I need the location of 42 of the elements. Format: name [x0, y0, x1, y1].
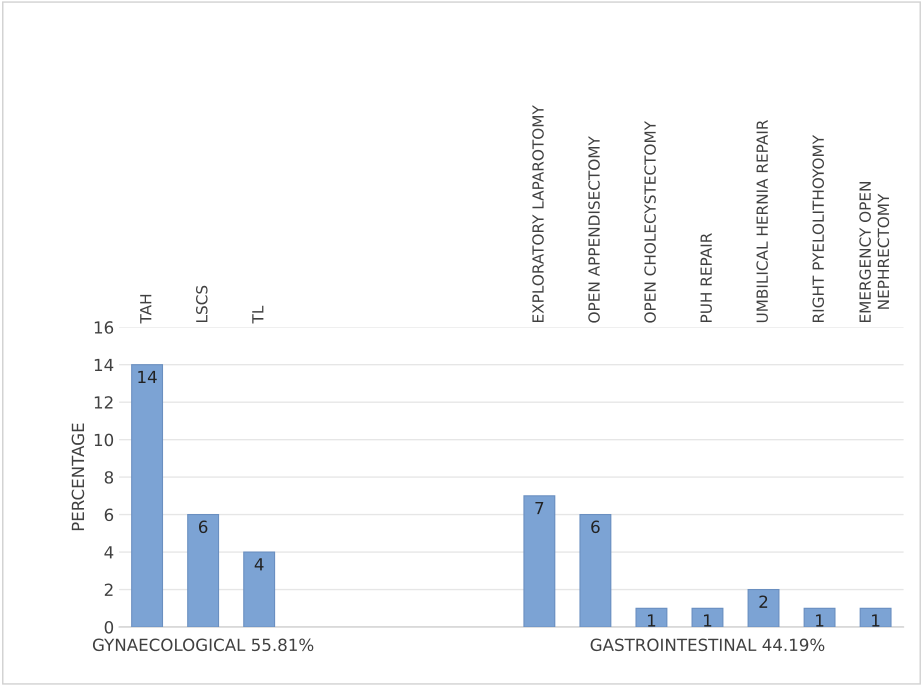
y-tick-label: 2 — [104, 583, 113, 596]
data-label: 14 — [138, 370, 157, 383]
x-tick-label: EMERGENCY OPEN NEPHRECTOMY — [859, 182, 890, 322]
y-tick-label: 6 — [104, 508, 114, 522]
y-tick-label: 14 — [94, 358, 114, 372]
x-tick-label: RIGHT PYELOLITHOYOMY — [812, 134, 824, 322]
x-tick-label: OPEN APPENDISECTOMY — [588, 136, 600, 323]
y-tick-label: 16 — [94, 321, 114, 334]
y-axis-title: PERCENTAGE — [72, 423, 84, 530]
bar — [243, 552, 276, 628]
data-label: 6 — [591, 520, 600, 534]
y-tick-label: 0 — [104, 620, 114, 634]
x-tick-label: PUH REPAIR — [700, 233, 712, 322]
data-label: 1 — [872, 614, 880, 627]
data-label: 7 — [535, 502, 544, 514]
bar — [748, 588, 780, 628]
y-tick-label: 10 — [94, 434, 114, 446]
y-tick-label: 12 — [94, 396, 113, 408]
x-tick-label: EXPLORATORY LAPAROTOMY — [532, 105, 544, 322]
bar — [131, 364, 164, 628]
data-label: 1 — [816, 614, 824, 627]
bar — [579, 514, 612, 628]
bar — [692, 608, 724, 628]
data-label: 2 — [759, 595, 768, 608]
y-tick-label: 8 — [104, 471, 114, 484]
x-tick-label: OPEN CHOLECYSTECTOMY — [644, 120, 656, 323]
bar — [187, 514, 220, 628]
x-tick-label: TL — [252, 306, 264, 324]
data-label: 1 — [704, 614, 712, 627]
x-tick-label: UMBILICAL HERNIA REPAIR — [756, 120, 768, 322]
y-tick-label: 4 — [104, 546, 114, 558]
bar — [523, 495, 556, 628]
bar — [635, 608, 668, 628]
data-label: 1 — [648, 614, 656, 627]
data-label: 4 — [254, 558, 264, 570]
text: GYNAECOLOGICAL 55.81% — [92, 638, 314, 652]
bar — [804, 608, 836, 628]
data-label: 6 — [198, 520, 208, 534]
x-tick-label: LSCS — [196, 286, 208, 322]
text: GASTROINTESTINAL 44.19% — [590, 638, 824, 652]
x-tick-label: TAH — [140, 294, 152, 324]
bar — [860, 608, 892, 628]
